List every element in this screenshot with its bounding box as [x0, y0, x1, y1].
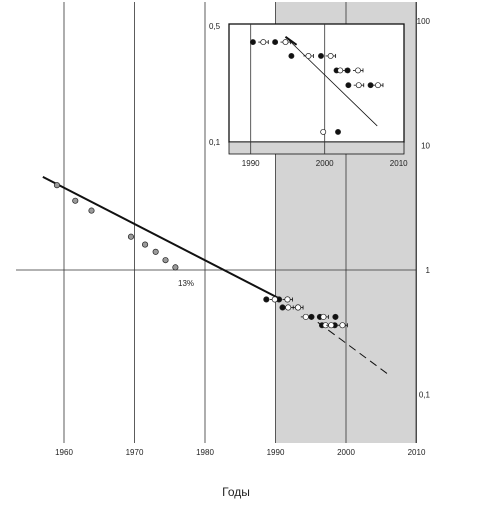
- inset-data-point-open: [355, 67, 361, 74]
- x-tick-label-2000: 2000: [337, 448, 355, 457]
- data-point-gray: [172, 264, 179, 271]
- data-point-gray: [142, 241, 149, 248]
- inset-y-tick-label-0-1: 0,1: [209, 138, 221, 147]
- y-tick-label-100: 100: [417, 17, 431, 26]
- data-point-open: [271, 296, 278, 303]
- inset-data-point-open: [355, 82, 362, 89]
- inset-data-point-filled: [344, 67, 351, 74]
- data-point-gray: [162, 257, 169, 264]
- data-point-open: [339, 322, 346, 329]
- x-tick-label-1990: 1990: [267, 448, 285, 457]
- inset-frame: [228, 23, 405, 143]
- tick-labels: 1960 1970 1980 1990 2000 2010 100 10 1 0,1: [55, 17, 430, 457]
- x-axis-label: Годы: [222, 485, 250, 499]
- trend-line-extrapolated: [317, 321, 389, 375]
- inset-x-tick-label-1990: 1990: [242, 159, 260, 168]
- data-marks: [42, 175, 389, 375]
- inset-data-point-open: [337, 67, 344, 74]
- data-point-open: [320, 313, 327, 320]
- data-point-open: [328, 322, 335, 329]
- x-tick-label-1970: 1970: [126, 448, 144, 457]
- data-point-gray: [127, 233, 135, 240]
- x-tick-label-1960: 1960: [55, 448, 73, 457]
- data-point-filled: [332, 313, 339, 320]
- inset-data-point-open: [375, 82, 381, 89]
- inset-trend-line: [285, 36, 378, 127]
- inset-data-point-filled: [345, 82, 352, 89]
- inset-data-point-open: [320, 128, 327, 135]
- inset-data-point-filled: [249, 39, 256, 46]
- trend-line: [42, 175, 279, 299]
- data-point-gray: [53, 182, 61, 189]
- inset-x-tick-label-2010: 2010: [390, 159, 408, 168]
- inset-data-point-open: [282, 39, 289, 46]
- annotation-13pct: 13%: [178, 279, 194, 288]
- data-point-open: [302, 313, 309, 320]
- inset-x-tick-label-2000: 2000: [316, 159, 334, 168]
- inset-data-point-filled: [335, 128, 341, 135]
- y-tick-label-0-1: 0,1: [419, 391, 431, 400]
- data-point-gray: [72, 197, 79, 204]
- data-point-open: [295, 304, 302, 311]
- inset-data-point-filled: [288, 52, 295, 59]
- x-tick-label-1980: 1980: [196, 448, 214, 457]
- inset-chart: 1990 2000 2010 0,5 0,1: [209, 22, 408, 168]
- data-point-open: [284, 296, 291, 303]
- data-point-gray: [152, 248, 159, 255]
- inset-data-point-open: [327, 52, 334, 59]
- inset-data-point-open: [305, 52, 312, 59]
- data-point-open: [285, 304, 292, 311]
- y-tick-label-1: 1: [426, 266, 431, 275]
- inset-y-tick-label-0-5: 0,5: [209, 22, 221, 31]
- data-point-gray: [88, 207, 95, 214]
- inset-trend-line-bold: [284, 36, 298, 46]
- data-point-filled: [263, 296, 270, 303]
- inset-data-point-open: [260, 39, 267, 46]
- inset-data-point-filled: [318, 52, 324, 59]
- y-tick-label-10: 10: [421, 142, 430, 151]
- inset-axis-band: [228, 141, 405, 155]
- x-tick-label-2010: 2010: [408, 448, 426, 457]
- inset-data-point-filled: [272, 39, 279, 46]
- inset-data-point-filled: [367, 82, 374, 89]
